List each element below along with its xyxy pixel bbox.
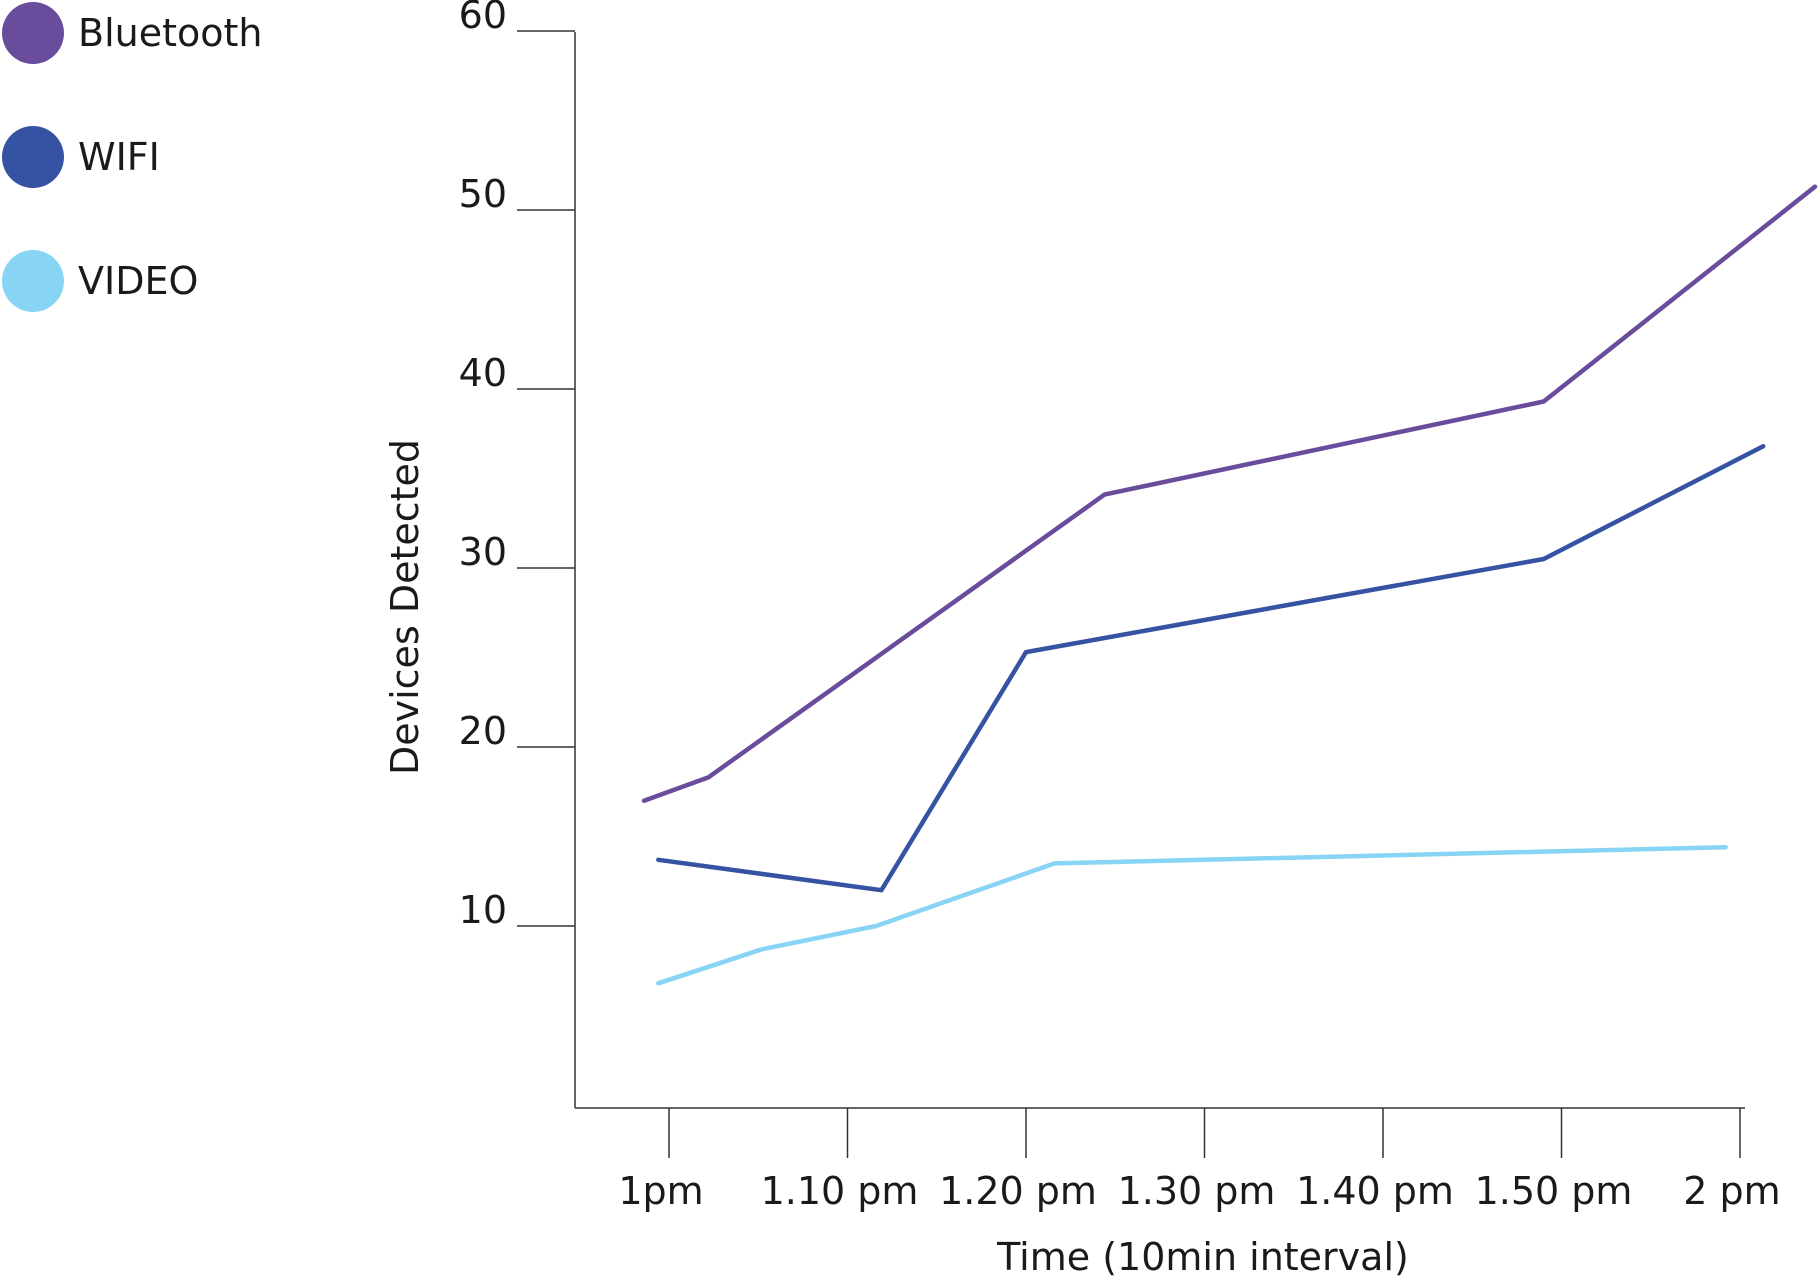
series-line-bluetooth [641, 184, 1818, 803]
series-line-video [656, 844, 1728, 986]
legend-swatch [2, 2, 64, 64]
x-tick-label: 1.40 pm [1296, 1169, 1454, 1213]
y-axis-title: Devices Detected [383, 439, 427, 775]
legend-label: WIFI [78, 135, 160, 179]
y-tick-label: 30 [459, 530, 507, 574]
axes: 10 20 30 40 50 60 1pm 1.10 pm 1.20 pm 1.30 pm 1.40… [459, 0, 1781, 1213]
x-tick-label: 1.20 pm [939, 1169, 1097, 1213]
legend-swatch [2, 250, 64, 312]
legend-item-wifi: WIFI [2, 126, 160, 188]
x-tick-label: 1pm [618, 1169, 703, 1213]
x-tick-label: 1.30 pm [1118, 1169, 1276, 1213]
legend: Bluetooth WIFI VIDEO [2, 2, 262, 312]
series-line-wifi [656, 444, 1766, 893]
y-tick-label: 40 [459, 351, 507, 395]
legend-item-bluetooth: Bluetooth [2, 2, 262, 64]
series-layer [641, 184, 1818, 986]
y-tick-label: 50 [459, 172, 507, 216]
legend-swatch [2, 126, 64, 188]
x-tick-label: 1.50 pm [1475, 1169, 1633, 1213]
x-tick-label: 2 pm [1683, 1169, 1780, 1213]
legend-item-video: VIDEO [2, 250, 198, 312]
y-tick-label: 20 [459, 709, 507, 753]
y-tick-label: 10 [459, 888, 507, 932]
legend-label: VIDEO [78, 259, 198, 303]
x-tick-label: 1.10 pm [761, 1169, 919, 1213]
y-tick-label: 60 [459, 0, 507, 37]
legend-label: Bluetooth [78, 11, 262, 55]
x-axis-title: Time (10min interval) [996, 1235, 1409, 1279]
